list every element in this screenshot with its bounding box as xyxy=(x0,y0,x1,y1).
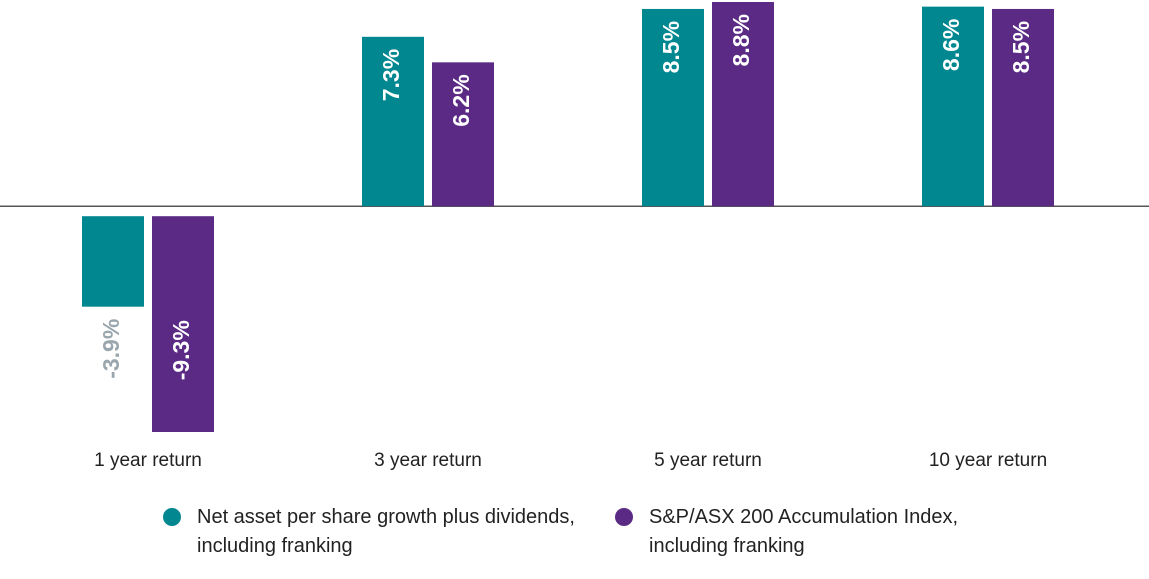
legend-swatch xyxy=(163,508,181,526)
bar xyxy=(432,62,494,207)
value-label: -3.9% xyxy=(98,319,124,379)
x-tick-label: 5 year return xyxy=(654,450,762,471)
value-label: 8.6% xyxy=(938,19,964,71)
bar xyxy=(992,8,1054,207)
legend-swatch xyxy=(615,508,633,526)
bar xyxy=(82,216,144,307)
value-label: -9.3% xyxy=(168,320,194,380)
x-tick-label: 1 year return xyxy=(94,450,202,471)
value-label: 8.5% xyxy=(658,21,684,73)
value-label: 8.8% xyxy=(728,14,754,66)
legend-item: Net asset per share growth plus dividend… xyxy=(163,503,587,561)
bar xyxy=(642,8,704,207)
legend-label: S&P/ASX 200 Accumulation Index, includin… xyxy=(649,506,959,557)
bar xyxy=(922,6,984,207)
value-label: 6.2% xyxy=(448,74,474,126)
bar xyxy=(712,2,774,207)
x-tick-label: 10 year return xyxy=(929,450,1047,471)
legend-label: Net asset per share growth plus dividend… xyxy=(197,506,575,557)
legend-item: S&P/ASX 200 Accumulation Index, includin… xyxy=(615,503,979,561)
bar xyxy=(152,216,214,432)
bar xyxy=(362,36,424,207)
value-label: 7.3% xyxy=(378,49,404,101)
value-label: 8.5% xyxy=(1008,21,1034,73)
x-tick-label: 3 year return xyxy=(374,450,482,471)
